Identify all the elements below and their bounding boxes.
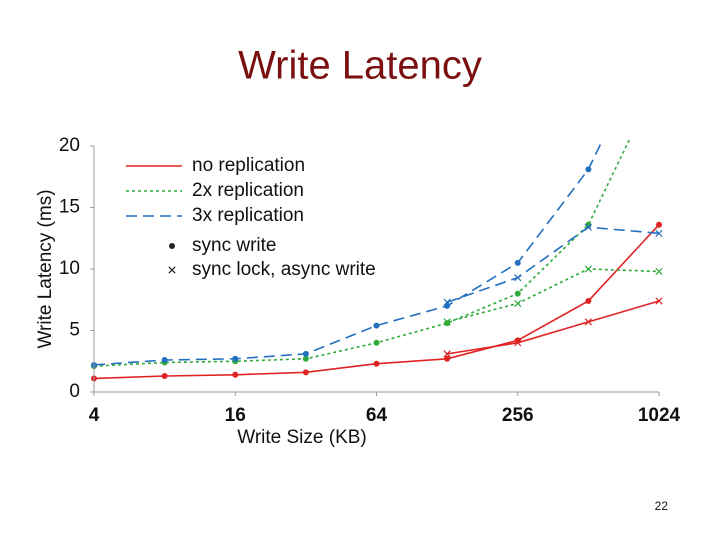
y-tick-label: 15	[59, 197, 80, 218]
legend-label: 2x replication	[192, 180, 304, 201]
x-tick-label: 4	[89, 405, 100, 426]
legend-label: sync write	[192, 235, 276, 256]
series-line	[93, 224, 660, 380]
y-tick-label: 20	[59, 135, 80, 156]
y-tick-label: 0	[69, 381, 80, 402]
marker-x	[655, 229, 663, 237]
marker-dot	[656, 20, 662, 26]
marker-x	[584, 265, 592, 273]
x-tick-label: 16	[225, 405, 246, 426]
marker-x	[584, 318, 592, 326]
marker-dot	[373, 322, 380, 329]
marker-x	[655, 267, 663, 276]
marker-dot	[444, 320, 451, 327]
marker-x	[443, 350, 451, 358]
page-number: 22	[655, 499, 669, 513]
marker-dot	[161, 373, 168, 380]
y-tick-label: 10	[59, 258, 80, 279]
y-tick-label: 5	[69, 320, 80, 341]
marker-dot	[373, 339, 380, 346]
marker-dot	[232, 371, 239, 378]
y-axis-label: Write Latency (ms)	[35, 189, 56, 348]
marker-dot	[232, 355, 239, 362]
marker-dot	[585, 297, 592, 304]
marker-dot	[514, 290, 521, 297]
marker-dot	[585, 166, 592, 173]
marker-dot	[169, 243, 175, 249]
legend-label: 3x replication	[192, 205, 304, 226]
marker-dot	[373, 360, 380, 367]
x-tick-label: 256	[502, 405, 534, 426]
marker-dot	[514, 337, 521, 344]
marker-x	[655, 297, 663, 305]
x-tick-label: 64	[366, 405, 388, 426]
marker-dot	[656, 75, 662, 81]
marker-dot	[514, 259, 521, 266]
plot-area	[91, 20, 663, 382]
marker-dot	[302, 369, 309, 376]
marker-dot	[444, 302, 451, 309]
marker-x	[514, 299, 522, 308]
x-tick-label: 1024	[638, 405, 681, 426]
marker-x	[514, 273, 522, 282]
marker-dot	[302, 350, 309, 357]
marker-dot	[161, 357, 168, 364]
marker-x	[168, 266, 176, 274]
chart-title: Write Latency	[238, 44, 482, 88]
marker-x	[584, 223, 592, 231]
series-line	[447, 300, 660, 355]
legend-label: sync lock, async write	[192, 259, 376, 280]
marker-dot	[444, 355, 451, 362]
marker-dot	[656, 221, 662, 228]
marker-dot	[302, 355, 309, 362]
series-line	[446, 226, 660, 303]
series-line	[93, 140, 604, 366]
x-axis-label: Write Size (KB)	[237, 427, 367, 448]
legend-label: no replication	[192, 155, 305, 176]
series-line	[446, 268, 660, 323]
